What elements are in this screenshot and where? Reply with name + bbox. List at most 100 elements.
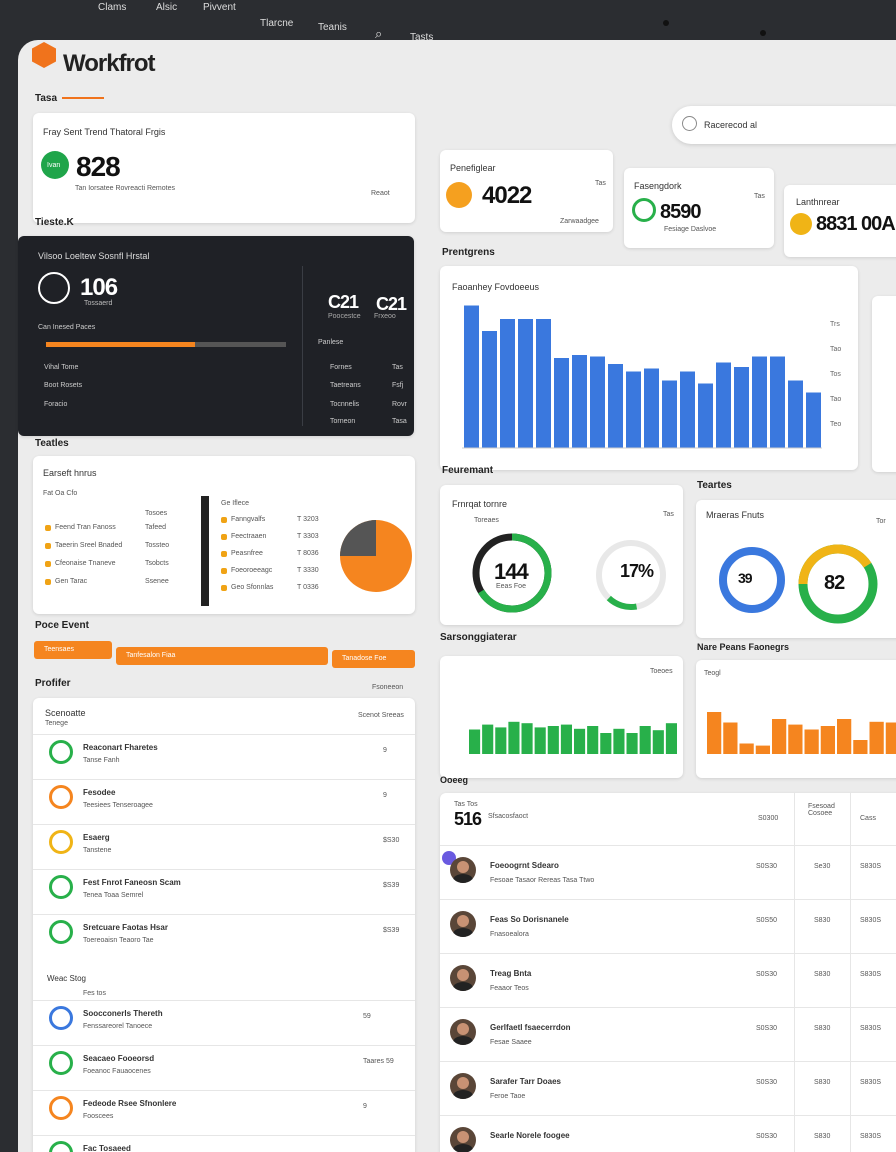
person-name[interactable]: Feas So Dorisnanele bbox=[490, 915, 569, 924]
pace-button[interactable]: Tanadose Foe bbox=[332, 650, 415, 668]
list-item: Fornes bbox=[330, 364, 352, 371]
list-value: $S39 bbox=[383, 882, 400, 889]
mini-bar bbox=[804, 729, 819, 754]
team-composition-card: Earseft hnrus Fat Oa Cfo Tosoes Ge Iflec… bbox=[33, 456, 415, 614]
sensor-icon bbox=[760, 30, 766, 36]
person-name[interactable]: Sarafer Tarr Doaes bbox=[490, 1077, 561, 1086]
list-item[interactable]: Seacaeo Fooeorsd bbox=[83, 1054, 155, 1063]
bar-3 bbox=[500, 319, 515, 448]
nav-item[interactable]: Tlarcne bbox=[260, 18, 294, 29]
mini-bar bbox=[574, 728, 586, 754]
list-item[interactable]: Esaerg bbox=[83, 833, 110, 842]
list-item[interactable]: Fedeode Rsee Sfnonlere bbox=[83, 1099, 177, 1108]
metric-sub: Frxeoo bbox=[374, 313, 396, 320]
list-item[interactable]: Sretcuare Faotas Hsar bbox=[83, 923, 168, 932]
column-header: Fsesoad Cosoee bbox=[808, 803, 835, 817]
person-name[interactable]: Foeoogrnt Sdearo bbox=[490, 861, 559, 870]
nav-item[interactable]: Clams bbox=[98, 2, 127, 13]
list-sub: Tanse Fanh bbox=[83, 757, 120, 764]
kpi-card-1: Fray Sent Trend Thatoral Frgis Ivan 828 … bbox=[33, 113, 415, 223]
mini-bar bbox=[665, 723, 677, 754]
pace-button[interactable]: Tanfesalon Fiaa bbox=[116, 647, 328, 665]
mini-bar bbox=[820, 726, 835, 754]
list-item[interactable]: Soocconerls Thereth bbox=[83, 1009, 163, 1018]
card-title: Earseft hnrus bbox=[43, 468, 97, 478]
row-divider bbox=[33, 1090, 415, 1091]
person-name[interactable]: Searle Norele foogee bbox=[490, 1131, 570, 1140]
card-sub: Teogl bbox=[704, 670, 721, 677]
search-icon[interactable]: ⌕ bbox=[375, 26, 383, 41]
avatar bbox=[450, 1127, 476, 1152]
bullet-icon bbox=[45, 579, 51, 585]
nav-item[interactable]: Tasts bbox=[410, 32, 434, 43]
person-sub: Fesoae Tasaor Rereas Tasa Ttwo bbox=[490, 877, 595, 884]
list-item[interactable]: Fesodee bbox=[83, 788, 116, 797]
bullet-icon bbox=[45, 543, 51, 549]
search-bar[interactable]: Racerecod al bbox=[672, 106, 896, 144]
kpi-value: 8831 00A bbox=[816, 213, 896, 235]
tab-active[interactable]: Tasa bbox=[35, 93, 58, 104]
bar-18 bbox=[770, 356, 785, 448]
person-name[interactable]: Treag Bnta bbox=[490, 969, 532, 978]
list-item[interactable]: Reaconart Fharetes bbox=[83, 743, 158, 752]
mini-bar bbox=[755, 745, 770, 754]
list-value: T 8036 bbox=[297, 550, 319, 557]
search-input[interactable]: Racerecod al bbox=[704, 120, 758, 130]
mini-bar bbox=[600, 733, 612, 754]
mini-bar bbox=[508, 721, 520, 754]
mini-bar bbox=[469, 729, 481, 754]
mini-bar bbox=[652, 730, 664, 754]
section-title: Ooeeg bbox=[440, 775, 469, 785]
avatar bbox=[450, 1019, 476, 1045]
tab-underline bbox=[62, 97, 104, 99]
table-total: 516 bbox=[454, 809, 482, 829]
metric-ring-icon bbox=[49, 875, 73, 899]
list-value: 59 bbox=[363, 1013, 371, 1020]
nav-item[interactable]: Alsic bbox=[156, 2, 178, 13]
avatar bbox=[450, 1073, 476, 1099]
section-title: Nare Peans Faonegrs bbox=[697, 642, 790, 652]
list-item: Feectraaen bbox=[231, 533, 267, 540]
kpi-chip: Ivan bbox=[47, 162, 61, 169]
metric-sub: Poocestce bbox=[328, 313, 361, 320]
section-title: Sarsonggiaterar bbox=[440, 632, 517, 643]
metric-value: C21 bbox=[328, 292, 359, 312]
row-divider bbox=[440, 1007, 896, 1008]
pace-button[interactable]: Teensaes bbox=[34, 641, 112, 659]
gauge-ring bbox=[596, 540, 666, 610]
person-name[interactable]: Gerlfaetl fsaecerrdon bbox=[490, 1023, 571, 1032]
ring-value: 39 bbox=[738, 570, 753, 586]
list-value: Tafeed bbox=[145, 524, 167, 531]
section-title: Prentgrens bbox=[442, 247, 495, 258]
list-value: T 3203 bbox=[297, 516, 319, 523]
y-tick-label: Trs bbox=[830, 321, 840, 328]
nav-item[interactable]: Pivvent bbox=[203, 2, 236, 13]
cell-value: S830 bbox=[814, 1025, 831, 1032]
list-item[interactable]: Fest Fnrot Faneosn Scam bbox=[83, 878, 181, 887]
card-corner: Toeoes bbox=[650, 668, 673, 675]
divider bbox=[302, 266, 303, 426]
section-title: Poce Event bbox=[35, 620, 89, 631]
table-total-label: Tas Tos bbox=[454, 801, 478, 808]
mini-bar bbox=[723, 722, 738, 754]
list-value: Ssenee bbox=[145, 578, 169, 585]
green-bar-chart bbox=[469, 721, 677, 754]
person-sub: Fnasoealora bbox=[490, 931, 529, 938]
amount: S0S30 bbox=[756, 1079, 778, 1086]
list-item[interactable]: Fac Tosaeed bbox=[83, 1144, 131, 1152]
list-item: Tocnnelis bbox=[330, 401, 360, 408]
list-value: Tossteo bbox=[145, 542, 170, 549]
bar-16 bbox=[734, 367, 749, 448]
cell-value: S830 bbox=[814, 971, 831, 978]
mini-bar bbox=[885, 722, 896, 754]
cell-value: S830S bbox=[860, 1079, 882, 1086]
kpi-note: Fesiage Daslvoe bbox=[664, 226, 717, 233]
nav-item[interactable]: Teanis bbox=[318, 22, 347, 33]
table-total-sub: Sfsacosfaoct bbox=[488, 813, 529, 820]
list-item: Fanngvalfs bbox=[231, 516, 266, 523]
gauge-sub: Tossaerd bbox=[84, 300, 113, 307]
list-item: Taetreans bbox=[330, 382, 361, 389]
avatar bbox=[450, 857, 476, 883]
performance-card: Frnrqat tornre Toreaes Tas 144 Eeas Foe … bbox=[440, 485, 683, 625]
list-item: Geo Sfonnlas bbox=[231, 584, 274, 591]
